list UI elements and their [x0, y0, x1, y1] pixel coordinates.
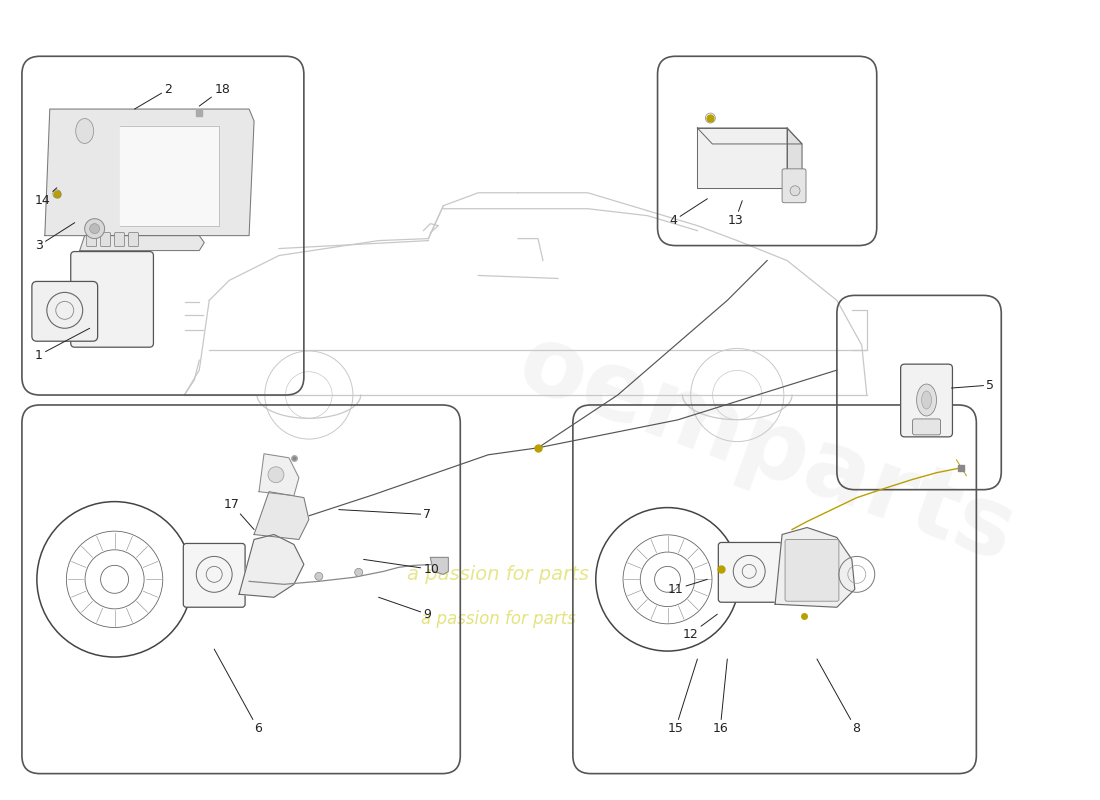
Text: 9: 9: [378, 598, 431, 621]
FancyBboxPatch shape: [129, 233, 139, 246]
Text: 13: 13: [727, 201, 742, 227]
Text: 18: 18: [199, 82, 230, 106]
Text: 5: 5: [952, 378, 994, 391]
FancyBboxPatch shape: [87, 233, 97, 246]
Polygon shape: [788, 128, 802, 201]
Text: 15: 15: [668, 659, 697, 735]
FancyBboxPatch shape: [901, 364, 953, 437]
FancyBboxPatch shape: [184, 543, 245, 607]
Polygon shape: [239, 534, 304, 598]
Text: 1: 1: [35, 328, 90, 362]
Ellipse shape: [922, 391, 932, 409]
Text: 12: 12: [682, 614, 717, 641]
FancyBboxPatch shape: [785, 539, 839, 602]
Polygon shape: [258, 454, 299, 496]
FancyBboxPatch shape: [718, 542, 782, 602]
Polygon shape: [697, 128, 802, 144]
Text: a passion for parts: a passion for parts: [407, 565, 590, 584]
Text: 4: 4: [670, 198, 707, 227]
FancyBboxPatch shape: [782, 169, 806, 202]
Text: a passion for parts: a passion for parts: [420, 610, 575, 628]
Polygon shape: [45, 109, 254, 236]
Polygon shape: [120, 126, 219, 226]
Text: 8: 8: [817, 659, 860, 735]
Polygon shape: [697, 128, 788, 188]
FancyBboxPatch shape: [100, 233, 111, 246]
FancyBboxPatch shape: [32, 282, 98, 342]
Circle shape: [315, 572, 322, 580]
Text: 14: 14: [35, 188, 57, 207]
Polygon shape: [254, 492, 309, 539]
Text: oemparts: oemparts: [506, 317, 1028, 582]
FancyBboxPatch shape: [114, 233, 124, 246]
Circle shape: [354, 568, 363, 576]
Text: 6: 6: [214, 649, 262, 735]
Text: 10: 10: [364, 559, 439, 576]
Text: 11: 11: [668, 579, 707, 596]
Circle shape: [90, 224, 100, 234]
Text: 17: 17: [224, 498, 254, 530]
Polygon shape: [79, 236, 205, 250]
Text: 3: 3: [35, 222, 75, 252]
Circle shape: [790, 186, 800, 196]
FancyBboxPatch shape: [70, 251, 153, 347]
Text: 7: 7: [339, 508, 431, 521]
Circle shape: [268, 466, 284, 482]
Text: 16: 16: [713, 659, 728, 735]
Polygon shape: [776, 527, 855, 607]
Circle shape: [85, 218, 104, 238]
Polygon shape: [430, 558, 449, 574]
Ellipse shape: [916, 384, 936, 416]
Text: 2: 2: [134, 82, 173, 109]
FancyBboxPatch shape: [913, 419, 940, 435]
Ellipse shape: [76, 118, 94, 143]
